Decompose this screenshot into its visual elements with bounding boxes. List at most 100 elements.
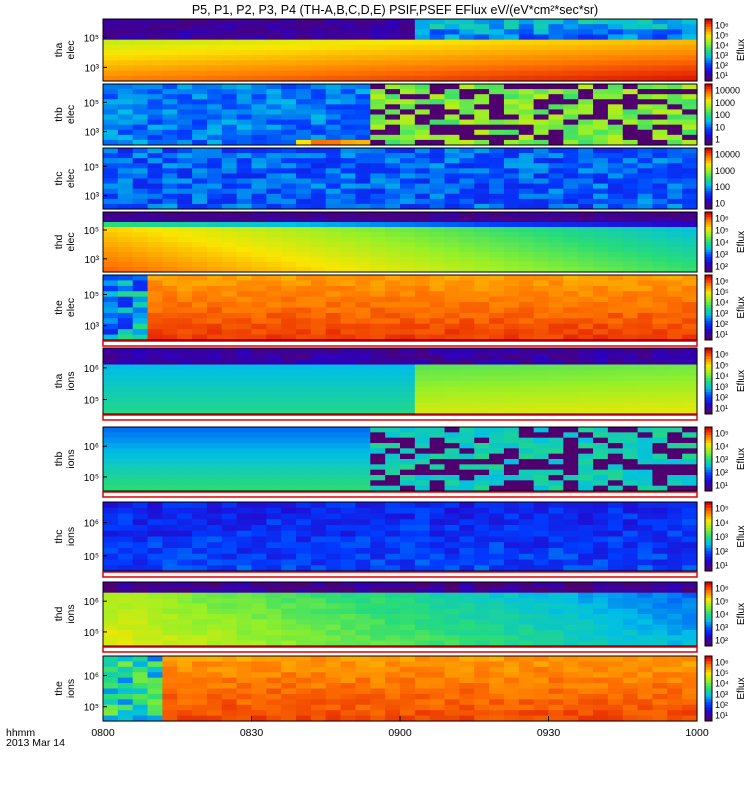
heatmap-cell <box>370 598 386 604</box>
colorbar-swatch <box>705 318 712 322</box>
heatmap-cell <box>578 553 594 561</box>
heatmap-cell <box>162 237 178 243</box>
heatmap-cell <box>667 427 683 433</box>
heatmap-cell <box>622 386 639 393</box>
heatmap-cell <box>622 437 639 444</box>
y-tick-label: 10³ <box>85 255 100 266</box>
heatmap-cell <box>310 608 327 615</box>
heatmap-cell <box>637 530 654 538</box>
heatmap-cell <box>563 84 579 90</box>
heatmap-cell <box>147 237 163 243</box>
heatmap-cell <box>177 603 193 610</box>
y-tick-label: 10³ <box>85 63 100 74</box>
heatmap-cell <box>429 334 446 341</box>
heatmap-cell <box>414 619 431 626</box>
heatmap-cell <box>489 469 505 476</box>
heatmap-cell <box>622 453 639 460</box>
heatmap-cell <box>503 75 520 82</box>
heatmap-cell <box>385 432 401 439</box>
heatmap-cell <box>459 163 475 169</box>
heatmap-cell <box>325 408 342 415</box>
heatmap-cell <box>414 188 431 195</box>
heatmap-cell <box>667 280 683 287</box>
heatmap-cell <box>637 614 654 620</box>
heatmap-cell <box>444 296 460 303</box>
heatmap-cell <box>459 656 475 663</box>
heatmap-cell <box>667 24 683 30</box>
heatmap-cell <box>414 24 431 30</box>
heatmap-cell <box>370 513 386 520</box>
heatmap-cell <box>251 485 267 492</box>
heatmap-cell <box>103 565 119 572</box>
heatmap-cell <box>103 188 119 195</box>
heatmap-cell <box>236 124 253 131</box>
heatmap-cell <box>177 704 193 711</box>
heatmap-cell <box>192 329 208 336</box>
heatmap-cell <box>266 55 282 61</box>
heatmap-cell <box>132 312 149 319</box>
heatmap-cell <box>296 307 312 314</box>
heatmap-cell <box>117 688 134 695</box>
heatmap-cell <box>652 134 668 141</box>
heatmap-cell <box>429 548 446 555</box>
heatmap-cell <box>192 99 208 105</box>
heatmap-cell <box>414 502 431 509</box>
heatmap-cell <box>474 188 490 195</box>
heatmap-cell <box>652 640 668 647</box>
heatmap-cell <box>192 44 208 51</box>
heatmap-cell <box>563 364 579 371</box>
heatmap-cell <box>385 168 401 175</box>
heatmap-cell <box>414 296 431 303</box>
heatmap-cell <box>192 519 208 526</box>
heatmap-cell <box>563 262 579 268</box>
heatmap-cell <box>503 582 520 588</box>
heatmap-cell <box>266 307 282 314</box>
heatmap-cell <box>221 475 238 481</box>
heatmap-cell <box>310 386 327 393</box>
heatmap-cell <box>459 469 475 476</box>
colorbar-swatch <box>705 381 712 385</box>
colorbar-tick-label: 10² <box>715 61 728 71</box>
heatmap-cell <box>400 408 416 415</box>
heatmap-cell <box>296 672 312 679</box>
heatmap-cell <box>310 614 327 620</box>
heatmap-cell <box>622 432 639 439</box>
heatmap-cell <box>503 134 520 141</box>
heatmap-cell <box>251 198 267 205</box>
heatmap-cell <box>667 312 683 319</box>
heatmap-cell <box>414 183 431 190</box>
heatmap-cell <box>296 178 312 185</box>
heatmap-cell <box>459 475 475 481</box>
heatmap-cell <box>548 542 564 549</box>
heatmap-cell <box>103 661 119 668</box>
heatmap-cell <box>622 19 639 25</box>
heatmap-cell <box>370 630 386 636</box>
heatmap-cell <box>236 519 253 526</box>
heatmap-cell <box>429 312 446 319</box>
heatmap-cell <box>652 630 668 636</box>
heatmap-cell <box>459 252 475 258</box>
heatmap-cell <box>192 203 208 210</box>
heatmap-cell <box>147 296 163 303</box>
heatmap-cell <box>177 375 193 382</box>
heatmap-cell <box>533 280 550 287</box>
heatmap-cell <box>132 173 149 180</box>
heatmap-cell <box>593 427 609 433</box>
heatmap-cell <box>370 178 386 185</box>
heatmap-cell <box>682 275 698 282</box>
heatmap-cell <box>444 693 460 700</box>
heatmap-cell <box>206 163 223 169</box>
heatmap-cell <box>518 242 535 248</box>
heatmap-cell <box>414 480 431 487</box>
heatmap-cell <box>607 178 624 185</box>
heatmap-cell <box>414 485 431 492</box>
heatmap-cell <box>429 592 446 599</box>
heatmap-cell <box>236 134 253 141</box>
heatmap-cell <box>563 267 579 273</box>
heatmap-cell <box>325 464 342 471</box>
heatmap-cell <box>503 24 520 30</box>
heatmap-cell <box>385 485 401 492</box>
heatmap-cell <box>236 661 253 668</box>
heatmap-cell <box>147 222 163 228</box>
heatmap-cell <box>147 285 163 292</box>
